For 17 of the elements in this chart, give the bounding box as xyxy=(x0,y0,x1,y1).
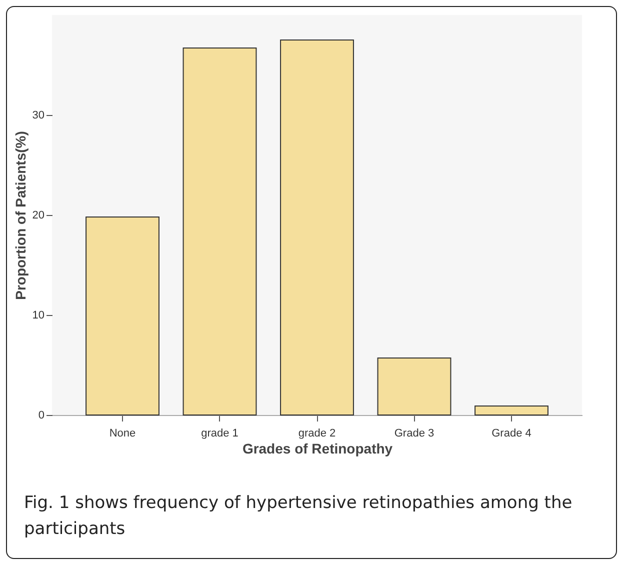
y-axis-title: Proportion of Patients(%) xyxy=(12,131,28,300)
y-tick-label: 0 xyxy=(38,410,44,422)
x-tick-label: Grade 4 xyxy=(492,428,532,440)
x-tick-label: Grade 3 xyxy=(394,428,434,440)
bar xyxy=(182,48,257,416)
y-tick-label: 10 xyxy=(32,310,44,322)
x-axis-title: Grades of Retinopathy xyxy=(242,440,393,456)
bar xyxy=(474,406,548,416)
bar xyxy=(280,40,354,416)
y-tick-label: 20 xyxy=(32,210,44,222)
bar xyxy=(86,216,160,416)
bar xyxy=(377,358,452,416)
x-tick-label: grade 1 xyxy=(201,428,238,440)
x-tick-label: grade 2 xyxy=(298,428,336,440)
caption: Fig. 1 shows frequency of hypertensive retinopathies among the participants xyxy=(24,492,574,541)
y-tick-label: 30 xyxy=(32,110,44,122)
x-tick-label: None xyxy=(109,428,136,440)
